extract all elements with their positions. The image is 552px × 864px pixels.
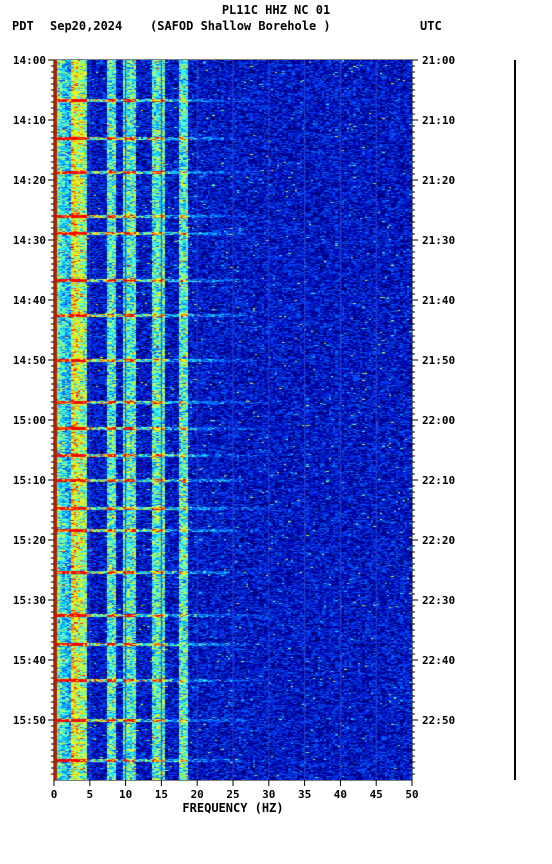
- x-axis-label: FREQUENCY (HZ): [182, 801, 283, 815]
- ytick-right-label: 21:00: [422, 54, 455, 67]
- title-line1: PL11C HHZ NC 01: [222, 3, 330, 17]
- xtick-label: 25: [226, 788, 239, 801]
- ytick-right-label: 22:20: [422, 534, 455, 547]
- ytick-left-label: 15:40: [13, 654, 46, 667]
- station-label: (SAFOD Shallow Borehole ): [150, 19, 331, 33]
- xtick-label: 30: [262, 788, 275, 801]
- xtick-label: 40: [334, 788, 347, 801]
- xtick-label: 20: [191, 788, 204, 801]
- ytick-left-label: 14:00: [13, 54, 46, 67]
- ytick-left-label: 15:10: [13, 474, 46, 487]
- ytick-right-label: 21:20: [422, 174, 455, 187]
- xtick-label: 50: [405, 788, 418, 801]
- ytick-right-label: 22:40: [422, 654, 455, 667]
- ytick-right-label: 22:30: [422, 594, 455, 607]
- ytick-left-label: 15:30: [13, 594, 46, 607]
- xtick-label: 45: [370, 788, 383, 801]
- ytick-right-label: 22:00: [422, 414, 455, 427]
- ytick-left-label: 14:30: [13, 234, 46, 247]
- ytick-left-label: 14:40: [13, 294, 46, 307]
- ytick-left-label: 14:10: [13, 114, 46, 127]
- spectrogram-canvas: [54, 60, 412, 780]
- tz-left-label: PDT: [12, 19, 34, 33]
- xtick-label: 15: [155, 788, 168, 801]
- ytick-left-label: 14:50: [13, 354, 46, 367]
- ytick-left-label: 15:50: [13, 714, 46, 727]
- ytick-left-label: 15:00: [13, 414, 46, 427]
- xtick-label: 5: [86, 788, 93, 801]
- ytick-right-label: 21:50: [422, 354, 455, 367]
- ytick-right-label: 22:10: [422, 474, 455, 487]
- ytick-right-label: 21:30: [422, 234, 455, 247]
- xtick-label: 35: [298, 788, 311, 801]
- xtick-label: 0: [51, 788, 58, 801]
- ytick-right-label: 21:40: [422, 294, 455, 307]
- ytick-left-label: 15:20: [13, 534, 46, 547]
- side-marker: [514, 60, 516, 780]
- date-label: Sep20,2024: [50, 19, 122, 33]
- ytick-left-label: 14:20: [13, 174, 46, 187]
- ytick-right-label: 22:50: [422, 714, 455, 727]
- xtick-label: 10: [119, 788, 132, 801]
- ytick-right-label: 21:10: [422, 114, 455, 127]
- tz-right-label: UTC: [420, 19, 442, 33]
